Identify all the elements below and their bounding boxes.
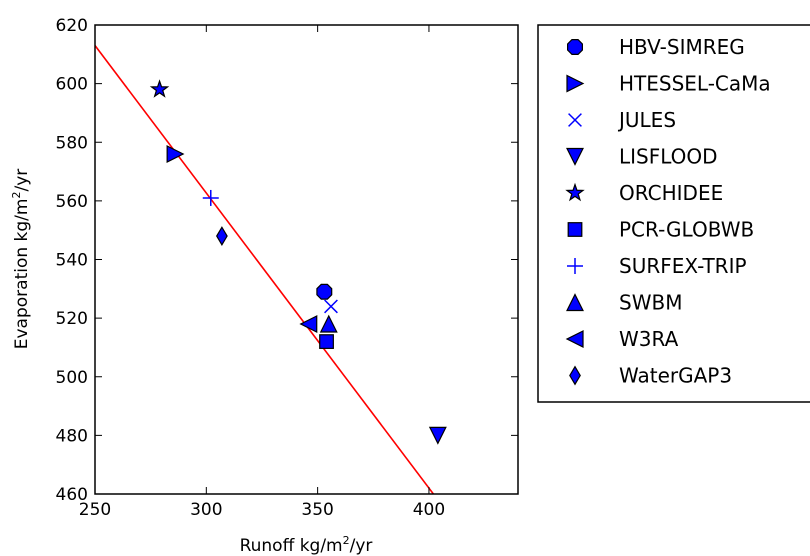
legend-item: PCR-GLOBWB: [567, 218, 754, 242]
legend-item: LISFLOOD: [566, 145, 718, 169]
legend-label: HTESSEL-CaMa: [619, 72, 771, 96]
y-tick-label: 620: [56, 16, 88, 36]
x-tick-label: 400: [413, 500, 445, 520]
legend-item: HTESSEL-CaMa: [566, 72, 771, 96]
legend-marker: [567, 222, 583, 237]
legend-label: HBV-SIMREG: [619, 35, 745, 59]
y-axis-label: Evaporation kg/m2/yr: [10, 169, 32, 350]
y-tick-label: 600: [56, 75, 88, 95]
legend-marker: [569, 365, 581, 386]
legend-marker: [565, 330, 584, 348]
legend-marker: [565, 182, 585, 202]
y-tick-label: 480: [56, 426, 88, 446]
legend-label: ORCHIDEE: [619, 181, 723, 205]
legend-marker: [566, 74, 585, 93]
legend-item: ORCHIDEE: [565, 181, 723, 205]
y-tick-label: 580: [56, 133, 88, 153]
legend-item: HBV-SIMREG: [567, 35, 745, 59]
y-tick-label: 560: [56, 192, 88, 212]
data-point-htessel-cama: [166, 145, 185, 163]
y-tick-label: 460: [56, 485, 88, 505]
data-point-w3ra: [299, 315, 318, 333]
data-point-orchidee: [149, 79, 170, 98]
legend-item: W3RA: [565, 327, 679, 351]
x-tick-label: 300: [190, 500, 222, 520]
plot-area: [95, 25, 518, 494]
legend-label: PCR-GLOBWB: [619, 218, 754, 242]
y-tick-label: 500: [56, 368, 88, 388]
x-tick-label: 350: [301, 500, 333, 520]
legend-marker: [566, 293, 584, 312]
legend-marker: [566, 147, 584, 166]
y-tick-label: 520: [56, 309, 88, 329]
y-tick-label: 540: [56, 251, 88, 271]
data-point-pcr-globwb: [319, 334, 334, 349]
data-point-lisflood: [428, 426, 447, 445]
legend-label: W3RA: [619, 327, 679, 351]
data-point-jules: [324, 299, 338, 314]
x-tick-label: 250: [79, 500, 111, 520]
x-axis-label: Runoff kg/m2/yr: [240, 534, 373, 556]
legend-item: JULES: [568, 108, 676, 132]
legend-item: WaterGAP3: [569, 364, 732, 388]
data-point-hbv-simreg: [316, 283, 333, 300]
data-point-surfex-trip: [202, 189, 219, 206]
legend-label: WaterGAP3: [619, 364, 732, 388]
legend-marker: [567, 258, 583, 274]
legend-label: SURFEX-TRIP: [619, 254, 747, 278]
legend-item: SWBM: [566, 291, 682, 315]
legend-marker: [568, 113, 582, 127]
legend-label: JULES: [617, 108, 676, 132]
legend-marker: [567, 39, 583, 55]
data-point-watergap3: [216, 226, 228, 247]
data-point-swbm: [319, 314, 338, 333]
legend-item: SURFEX-TRIP: [567, 254, 747, 278]
legend-label: LISFLOOD: [619, 145, 718, 169]
legend-label: SWBM: [619, 291, 682, 315]
regression-line: [95, 45, 435, 494]
